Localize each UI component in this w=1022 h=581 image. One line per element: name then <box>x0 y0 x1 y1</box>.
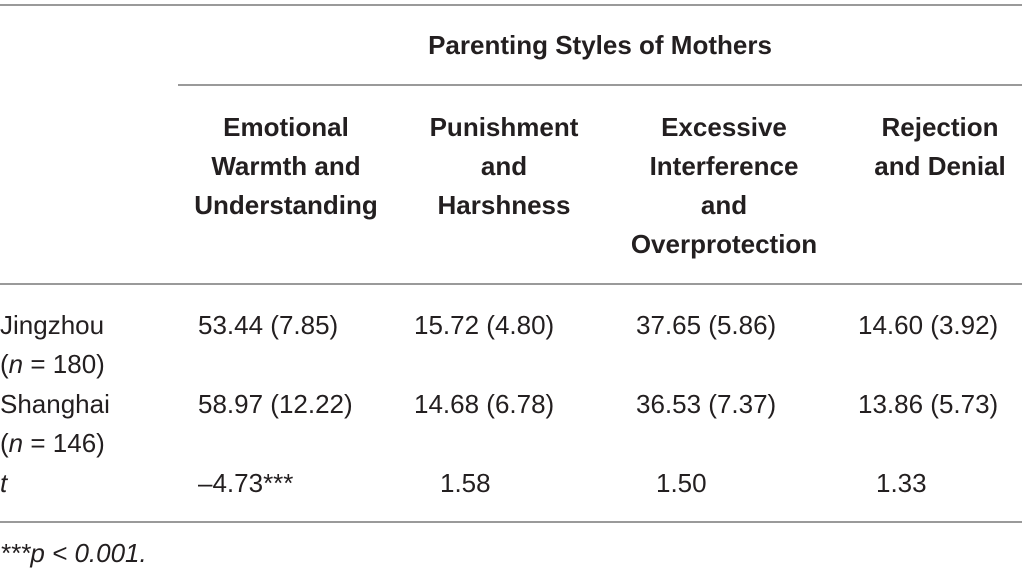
table-cell: 37.65 (5.86) <box>636 310 777 340</box>
column-header-line: Overprotection <box>630 229 818 259</box>
table-cell: 1.50 <box>656 468 707 498</box>
header-bottom-rule <box>0 283 1022 285</box>
group-header: Parenting Styles of Mothers <box>428 30 772 60</box>
column-header-punishment: Punishment and Harshness <box>412 108 596 225</box>
column-header-emotional-warmth: Emotional Warmth and Understanding <box>178 108 394 225</box>
column-header-line: Emotional <box>223 112 349 142</box>
table-bottom-rule <box>0 521 1022 523</box>
row-label-jingzhou: Jingzhou (n = 180) <box>0 306 105 384</box>
column-header-line: Harshness <box>437 190 571 220</box>
table-cell: 1.58 <box>440 468 491 498</box>
column-header-line: Warmth and <box>211 151 361 181</box>
column-header-excessive-interference: Excessive Interference and Overprotectio… <box>614 108 834 264</box>
table-top-rule <box>0 4 1022 6</box>
table-cell: 53.44 (7.85) <box>198 310 339 340</box>
sample-size-n: n <box>8 349 24 379</box>
sample-size-value: = 180) <box>23 349 105 379</box>
row-label-shanghai: Shanghai (n = 146) <box>0 385 110 463</box>
table-cell: 14.68 (6.78) <box>414 389 555 419</box>
sample-size-paren: ( <box>0 349 9 379</box>
table-cell: 15.72 (4.80) <box>414 310 555 340</box>
table-cell: 36.53 (7.37) <box>636 389 777 419</box>
row-label-sample-size: (n = 180) <box>0 345 105 384</box>
column-header-rejection: Rejection and Denial <box>860 108 1020 186</box>
table-footnote: ***p < 0.001. <box>0 538 147 568</box>
row-label-t: t <box>0 468 8 498</box>
column-header-line: and Denial <box>874 151 1006 181</box>
row-label-sample-size: (n = 146) <box>0 424 110 463</box>
row-label-name: Shanghai <box>0 389 110 419</box>
column-header-line: and <box>700 190 748 220</box>
row-label-name: Jingzhou <box>0 310 105 340</box>
table-cell: 1.33 <box>876 468 927 498</box>
column-header-line: Understanding <box>194 190 378 220</box>
column-header-line: and <box>480 151 528 181</box>
table-cell: 58.97 (12.22) <box>198 389 353 419</box>
table-cell: 13.86 (5.73) <box>858 389 999 419</box>
table-cell: 14.60 (3.92) <box>858 310 999 340</box>
column-header-line: Excessive <box>661 112 787 142</box>
column-header-line: Rejection <box>881 112 999 142</box>
sample-size-value: = 146) <box>23 428 105 458</box>
sample-size-n: n <box>8 428 24 458</box>
column-header-line: Interference <box>649 151 799 181</box>
sample-size-paren: ( <box>0 428 9 458</box>
group-header-rule <box>178 84 1022 86</box>
column-header-line: Punishment <box>429 112 579 142</box>
table-cell: –4.73*** <box>198 468 294 498</box>
